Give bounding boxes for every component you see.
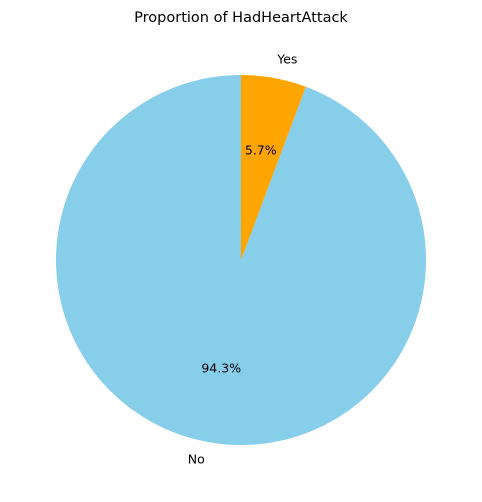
chart-title: Proportion of HadHeartAttack (134, 10, 348, 26)
slice-label-no: No (188, 452, 205, 467)
slice-percent-no: 94.3% (201, 361, 241, 376)
pie-slice-no (56, 75, 426, 445)
slices-layer (56, 75, 426, 445)
pie-slice-yes (241, 75, 306, 260)
slice-percent-yes: 5.7% (245, 142, 277, 157)
slice-label-yes: Yes (276, 51, 297, 66)
labels-layer: No 94.3% Yes 5.7% (188, 51, 298, 466)
